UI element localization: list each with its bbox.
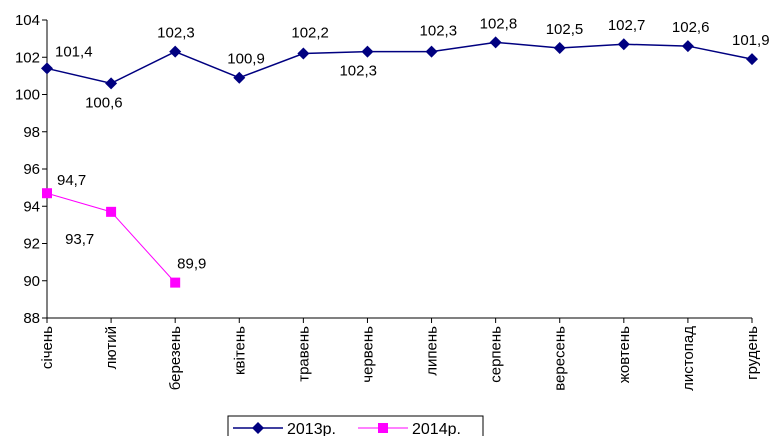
x-tick-label: травень — [295, 326, 312, 382]
x-tick-label: вересень — [552, 326, 569, 391]
x-tick-label: грудень — [744, 326, 761, 380]
data-point — [553, 41, 566, 54]
data-label: 102,7 — [608, 17, 646, 34]
data-label: 101,9 — [732, 32, 769, 49]
data-point — [233, 71, 246, 84]
data-label: 93,7 — [65, 231, 94, 248]
series-line — [46, 41, 753, 85]
data-point — [617, 38, 630, 51]
x-tick-label: листопад — [680, 326, 697, 391]
x-tick-label: жовтень — [616, 326, 633, 383]
y-tick-label: 100 — [15, 87, 40, 104]
data-label: 89,9 — [177, 256, 206, 273]
series-2014: 94,7 93,7 89,9 — [42, 172, 206, 288]
y-tick-label: 94 — [23, 198, 40, 215]
x-axis-ticks: січень лютий березень квітень травень червень… — [39, 318, 761, 391]
data-point — [105, 77, 118, 90]
y-tick-label: 104 — [15, 12, 40, 29]
data-label: 94,7 — [57, 172, 86, 189]
data-label: 102,6 — [672, 19, 710, 36]
series-layer: 101,4 100,6 102,3 100,9 102,2 102,3 102,3 102,8… — [41, 15, 769, 288]
data-point — [169, 45, 182, 58]
legend-label: 2014р. — [412, 421, 461, 436]
y-tick-label: 88 — [23, 310, 40, 327]
x-tick-label: січень — [39, 326, 56, 369]
x-tick-label: лютий — [103, 326, 120, 369]
y-tick-label: 96 — [23, 161, 40, 178]
data-point — [42, 188, 52, 199]
legend-marker — [378, 423, 388, 433]
y-axis-ticks: 88 90 92 94 96 98 100 102 104 — [15, 12, 47, 327]
data-point — [41, 62, 53, 75]
data-label: 100,9 — [227, 51, 265, 68]
x-tick-label: квітень — [231, 326, 248, 375]
x-tick-label: серпень — [488, 326, 505, 383]
y-tick-label: 98 — [23, 124, 40, 141]
data-point — [425, 45, 438, 58]
y-tick-label: 90 — [23, 273, 40, 290]
legend-marker — [252, 422, 264, 434]
axes — [46, 20, 752, 319]
data-label: 102,5 — [546, 21, 584, 38]
data-point — [746, 53, 758, 66]
data-point — [681, 40, 694, 53]
legend: 2013р. 2014р. — [227, 415, 484, 436]
data-point — [170, 277, 181, 288]
data-label: 102,2 — [291, 25, 329, 42]
data-point — [361, 45, 374, 58]
y-tick-label: 102 — [15, 49, 40, 66]
data-point — [489, 36, 502, 49]
legend-box — [227, 415, 484, 436]
data-label: 102,3 — [339, 63, 377, 80]
data-point — [297, 47, 310, 60]
data-label: 100,6 — [85, 94, 123, 111]
data-point — [106, 206, 117, 217]
legend-label: 2013р. — [287, 421, 336, 436]
x-tick-label: червень — [359, 326, 376, 383]
data-label: 101,4 — [55, 43, 93, 60]
x-tick-label: липень — [424, 326, 441, 376]
series-2013: 101,4 100,6 102,3 100,9 102,2 102,3 102,3 102,8… — [41, 15, 769, 111]
x-tick-label: березень — [167, 326, 184, 390]
y-tick-label: 92 — [23, 236, 40, 253]
data-label: 102,8 — [480, 15, 518, 32]
data-label: 102,3 — [157, 25, 195, 42]
data-label: 102,3 — [420, 23, 458, 40]
